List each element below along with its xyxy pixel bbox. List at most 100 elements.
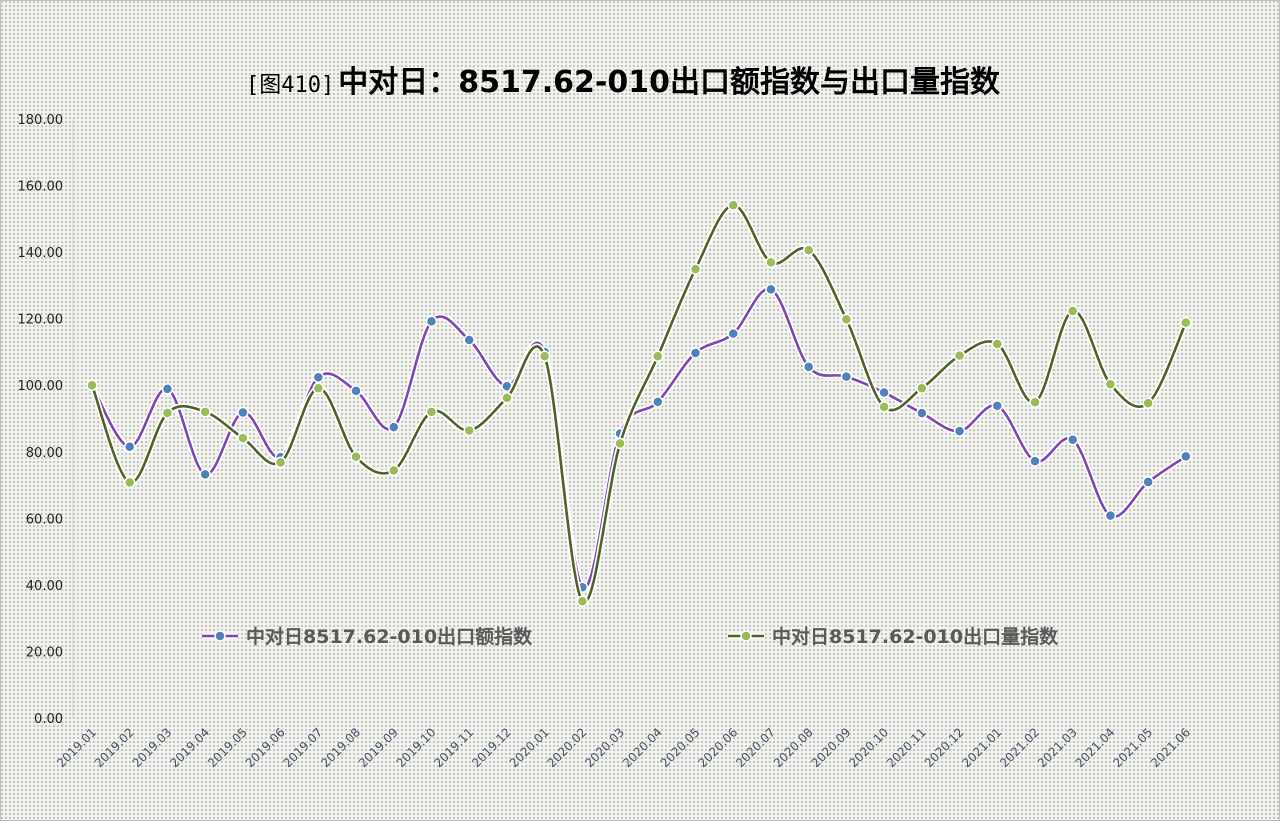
x-tick-label: 2020.07 xyxy=(733,725,778,770)
data-point-volume xyxy=(689,263,702,275)
data-point-volume xyxy=(727,199,739,211)
legend-item-amount-index: 中对日8517.62-010出口额指数 xyxy=(202,625,533,648)
legend-label-amount: 中对日8517.62-010出口额指数 xyxy=(246,625,533,648)
y-tick-label: 160.00 xyxy=(18,180,64,195)
chart-title: [图410] 中对日：8517.62-010出口额指数与出口量指数 xyxy=(246,65,1001,100)
x-tick-label: 2020.12 xyxy=(922,725,967,770)
data-point-volume xyxy=(161,407,174,419)
x-tick-label: 2021.05 xyxy=(1110,725,1155,770)
x-tick-label: 2019.07 xyxy=(280,725,325,770)
x-tick-label: 2019.05 xyxy=(205,725,250,770)
x-tick-label: 2019.11 xyxy=(431,725,476,770)
chart-legend: 中对日8517.62-010出口额指数 中对日8517.62-010出口量指数 xyxy=(202,625,1059,648)
data-point-volume xyxy=(463,424,475,437)
data-point-amount xyxy=(388,421,400,433)
x-tick-label: 2019.04 xyxy=(167,725,212,770)
data-point-amount xyxy=(840,370,853,383)
data-point-amount xyxy=(765,283,777,296)
y-tick-label: 120.00 xyxy=(18,313,64,328)
y-tick-label: 180.00 xyxy=(18,113,64,128)
svg-text:[图410]中对日：8517.62-010出口额指数与出口量: [图410] 中对日：8517.62-010出口额指数与出口量指数 xyxy=(246,65,1001,100)
data-point-volume xyxy=(425,406,438,418)
y-tick-label: 80.00 xyxy=(26,446,63,461)
x-tick-label: 2020.11 xyxy=(884,725,929,770)
x-tick-label: 2020.06 xyxy=(695,725,740,770)
x-tick-label: 2019.10 xyxy=(394,725,439,770)
series-line-volume xyxy=(90,203,1188,604)
x-tick-label: 2019.01 xyxy=(54,725,99,770)
x-tick-label: 2019.02 xyxy=(92,725,137,770)
data-point-volume xyxy=(878,401,890,413)
data-point-volume xyxy=(237,432,249,444)
x-tick-label: 2021.02 xyxy=(997,725,1042,770)
data-point-amount xyxy=(916,407,928,419)
y-tick-label: 140.00 xyxy=(18,246,64,261)
data-point-amount xyxy=(312,371,325,383)
data-point-volume xyxy=(576,595,589,607)
data-point-volume xyxy=(840,313,853,326)
data-point-volume xyxy=(123,476,136,489)
data-point-volume xyxy=(614,437,626,450)
legend-marker-amount xyxy=(214,630,226,642)
data-point-volume xyxy=(991,338,1004,350)
data-point-amount xyxy=(123,441,136,453)
data-point-amount xyxy=(237,406,249,419)
data-point-amount xyxy=(199,468,211,481)
data-point-amount xyxy=(991,400,1004,412)
x-tick-label: 2021.01 xyxy=(959,725,1004,770)
data-point-amount xyxy=(1029,455,1041,467)
x-tick-label: 2020.04 xyxy=(620,725,665,770)
series-amount xyxy=(86,283,1192,593)
series-line-halo-amount xyxy=(89,286,1188,591)
y-tick-label: 20.00 xyxy=(26,645,63,660)
data-point-amount xyxy=(1104,509,1117,522)
data-point-amount xyxy=(463,334,475,346)
data-point-volume xyxy=(1104,378,1117,390)
y-tick-label: 60.00 xyxy=(26,512,63,527)
x-tick-label: 2020.01 xyxy=(507,725,552,770)
chart-title-main: 中对日：8517.62-010出口额指数与出口量指数 xyxy=(338,65,1001,100)
data-point-amount xyxy=(689,347,702,359)
x-tick-label: 2021.04 xyxy=(1073,725,1118,770)
data-point-volume xyxy=(765,256,777,269)
x-tick-label: 2020.10 xyxy=(846,725,891,770)
data-point-amount xyxy=(1066,434,1079,446)
x-tick-label: 2020.03 xyxy=(582,725,627,770)
x-axis-ticks: 2019.012019.022019.032019.042019.052019.… xyxy=(54,725,1193,770)
x-tick-label: 2019.08 xyxy=(318,725,363,770)
x-tick-label: 2020.08 xyxy=(771,725,816,770)
y-tick-label: 40.00 xyxy=(26,579,63,594)
data-point-volume xyxy=(350,451,362,463)
y-tick-label: 100.00 xyxy=(18,379,64,394)
data-point-volume xyxy=(953,349,966,362)
x-tick-label: 2019.06 xyxy=(243,725,288,770)
data-point-amount xyxy=(1180,450,1192,463)
data-point-volume xyxy=(916,382,928,394)
chart-title-prefix: [图410] xyxy=(246,73,334,98)
x-tick-label: 2019.12 xyxy=(469,725,514,770)
data-point-volume xyxy=(1066,305,1079,317)
data-point-amount xyxy=(425,315,438,328)
data-point-amount xyxy=(802,361,815,373)
data-point-volume xyxy=(802,244,815,256)
data-point-volume xyxy=(538,350,551,363)
data-point-amount xyxy=(953,425,966,437)
x-tick-label: 2020.05 xyxy=(658,725,703,770)
data-point-volume xyxy=(1142,397,1154,409)
series-layer xyxy=(86,199,1192,607)
legend-marker-volume xyxy=(740,630,752,642)
y-axis-ticks: 0.00 20.00 40.00 60.00 80.00 100.00 120.00 140.… xyxy=(18,113,64,727)
x-tick-label: 2019.03 xyxy=(130,725,175,770)
data-point-volume xyxy=(274,456,287,469)
data-point-volume xyxy=(312,382,325,394)
y-tick-label: 0.00 xyxy=(34,712,63,727)
data-point-amount xyxy=(652,396,664,408)
data-point-volume xyxy=(501,392,513,404)
data-point-volume xyxy=(1180,316,1192,329)
data-point-volume xyxy=(86,379,98,391)
x-tick-label: 2020.09 xyxy=(809,725,854,770)
x-tick-label: 2021.06 xyxy=(1148,725,1193,770)
x-tick-label: 2019.09 xyxy=(356,725,401,770)
legend-label-volume: 中对日8517.62-010出口量指数 xyxy=(772,625,1059,648)
